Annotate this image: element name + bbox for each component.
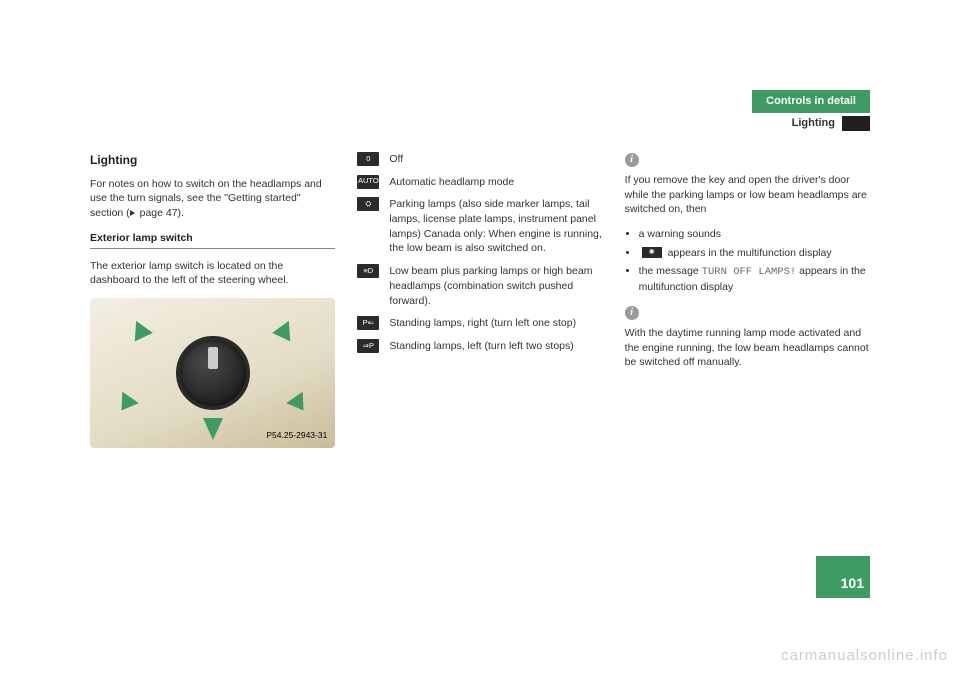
switch-position-row: ≡D Low beam plus parking lamps or high b… [357,264,602,308]
position-standing-left-text: Standing lamps, left (turn left two stop… [389,339,602,354]
arrow-icon [203,418,223,440]
switch-position-row: AUTO Automatic headlamp mode [357,175,602,190]
bullet-warning-sound: a warning sounds [639,227,870,242]
position-standing-right-icon: P⇐ [357,316,379,330]
turn-off-lamps-message: TURN OFF LAMPS! [702,266,797,278]
column-3: i If you remove the key and open the dri… [625,152,870,448]
info-icon: i [625,306,639,320]
position-standing-left-icon: ⇒P [357,339,379,353]
bullet-symbol-display: ✺ appears in the multifunction display [639,246,870,261]
position-parking-icon: ⛭ [357,197,379,211]
position-auto-text: Automatic headlamp mode [389,175,602,190]
page-number-badge: 101 [816,556,870,598]
bullet-message-prefix: the message [639,265,702,277]
bullet-symbol-text: appears in the multifunction display [665,247,832,259]
position-off-text: Off [389,152,602,167]
note1-intro: If you remove the key and open the drive… [625,173,870,217]
page-ref-icon [130,210,135,216]
intro-text-b: page 47). [137,207,184,219]
switch-position-row: ⇒P Standing lamps, left (turn left two s… [357,339,602,354]
lamp-switch-figure: P54.25-2943-31 [90,298,335,448]
switch-position-row: 0 Off [357,152,602,167]
arrow-icon [127,317,153,342]
section-title: Lighting [792,116,835,131]
watermark-text: carmanualsonline.info [781,645,948,666]
position-lowbeam-icon: ≡D [357,264,379,278]
position-parking-text: Parking lamps (also side marker lamps, t… [389,197,602,256]
position-lowbeam-text: Low beam plus parking lamps or high beam… [389,264,602,308]
intro-text-a: For notes on how to switch on the head­l… [90,178,322,219]
bullet-message-display: the message TURN OFF LAMPS! ap­pears in … [639,264,870,294]
switch-position-row: P⇐ Standing lamps, right (turn left one … [357,316,602,331]
section-marker [842,116,870,131]
switch-location-text: The exterior lamp switch is located on t… [90,259,335,288]
position-auto-icon: AUTO [357,175,379,189]
arrow-icon [113,392,139,417]
figure-part-number: P54.25-2943-31 [266,430,327,442]
arrow-icon [272,317,298,342]
content-columns: Lighting For notes on how to switch on t… [90,152,870,448]
switch-position-row: ⛭ Parking lamps (also side marker lamps,… [357,197,602,256]
subhead-underline [90,248,335,249]
manual-page: Controls in detail Lighting Lighting For… [0,0,960,678]
lighting-heading: Lighting [90,152,335,169]
exterior-lamp-subhead: Exterior lamp switch [90,231,335,246]
column-2: 0 Off AUTO Automatic headlamp mode ⛭ Par… [357,152,602,448]
info-icon: i [625,153,639,167]
note1-bullet-list: a warning sounds ✺ appears in the multif… [639,227,870,295]
rotary-dial [176,336,250,410]
lamp-symbol-icon: ✺ [642,247,662,258]
position-standing-right-text: Standing lamps, right (turn left one sto… [389,316,602,331]
note2-text: With the daytime running lamp mode activ… [625,326,870,370]
column-1: Lighting For notes on how to switch on t… [90,152,335,448]
chapter-tab: Controls in detail [752,90,870,113]
intro-paragraph: For notes on how to switch on the head­l… [90,177,335,221]
position-off-icon: 0 [357,152,379,166]
arrow-icon [287,392,313,417]
